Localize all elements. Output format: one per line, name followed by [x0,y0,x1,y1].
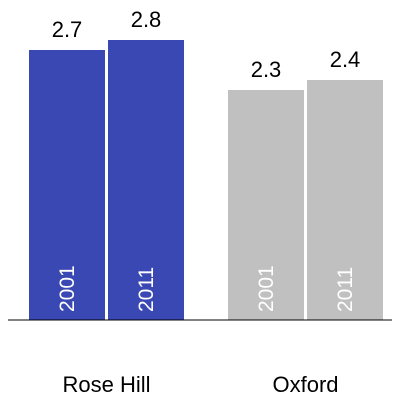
bar-rose-hill-2001 [29,50,105,320]
category-label: Rose Hill [62,372,150,397]
bar-oxford-2011 [307,80,383,320]
bar-year-label: 2001 [255,265,278,312]
bar-rose-hill-2011 [108,40,184,320]
bar-oxford-2001 [228,90,304,320]
value-label: 2.8 [131,7,162,32]
value-label: 2.7 [52,17,83,42]
value-label: 2.3 [251,57,282,82]
value-label: 2.4 [330,47,361,72]
bars-layer: 2.7 2001 2.8 2011 Rose Hill 2.3 2001 2.4 2011 Oxf… [29,7,383,397]
bar-year-label: 2001 [56,265,79,312]
bar-year-label: 2011 [135,267,158,312]
bar-year-label: 2011 [334,267,357,312]
category-label: Oxford [272,372,338,397]
